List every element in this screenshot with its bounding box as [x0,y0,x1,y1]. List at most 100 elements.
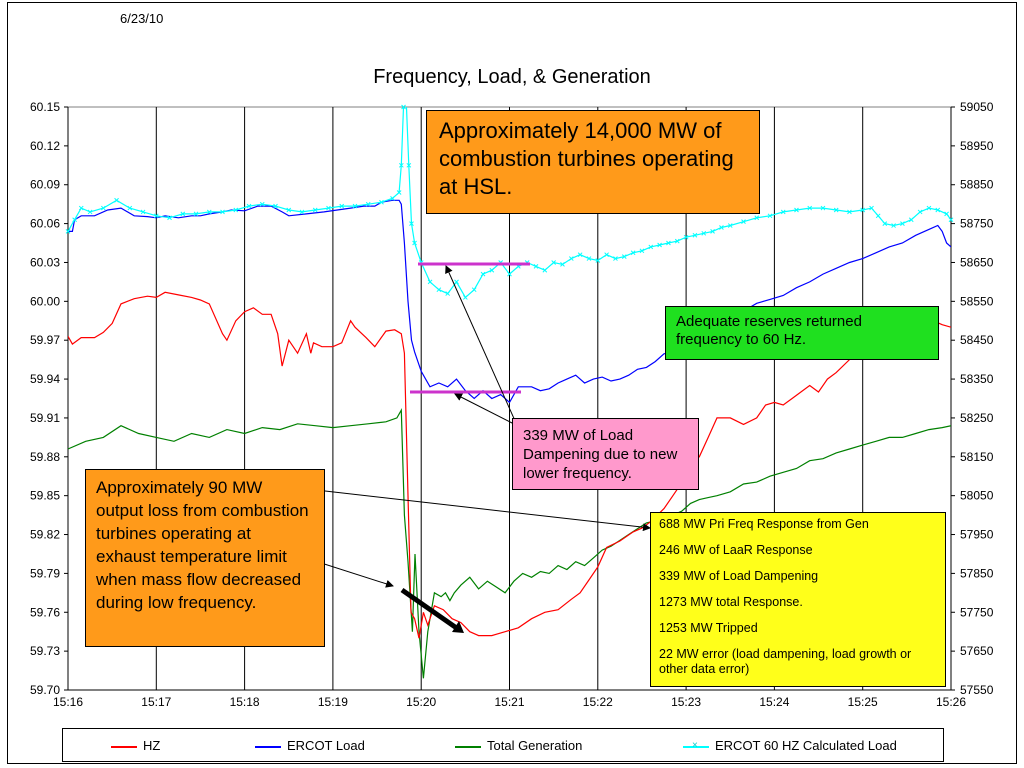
y-left-tick-label: 59.73 [30,644,60,658]
series-marker-calculated-load [339,203,345,209]
series-marker-calculated-load [833,207,839,213]
annotation-summary: 688 MW Pri Freq Response from Gen 246 MW… [650,512,946,687]
series-marker-calculated-load [273,203,278,209]
summary-line: 246 MW of LaaR Response [659,543,813,557]
summary-line: 1273 MW total Response. [659,595,803,609]
y-right-tick-label: 58950 [960,139,994,153]
arrow-dampening-lower [454,393,515,425]
series-marker-calculated-load [153,213,159,219]
summary-line: 22 MW error (load dampening, load growth… [659,647,912,676]
series-marker-calculated-load [220,209,225,215]
series-marker-calculated-load [891,223,896,228]
y-left-tick-label: 60.03 [30,255,60,269]
series-marker-calculated-load [379,199,384,205]
arrow-to-summary [289,486,651,532]
x-tick-label: 15:19 [318,695,348,709]
legend-swatch [255,745,281,748]
y-left-tick-label: 59.70 [30,683,60,697]
y-right-tick-label: 58450 [960,333,994,347]
series-marker-calculated-load [114,197,119,203]
series-marker-calculated-load [604,252,609,258]
series-marker-calculated-load [666,240,671,246]
series-marker-calculated-load [427,279,433,285]
legend-item-hz: HZ [111,738,160,753]
series-marker-calculated-load [719,225,724,230]
legend-swatch [455,745,481,748]
legend-item-calculated-load: × ERCOT 60 HZ Calculated Load [683,738,897,753]
y-right-tick-label: 58050 [960,489,994,503]
series-marker-calculated-load [847,209,852,215]
y-right-tick-label: 58750 [960,217,994,231]
legend-label: HZ [143,738,161,753]
y-left-tick-label: 59.79 [30,566,60,580]
y-right-tick-label: 57750 [960,605,994,619]
x-tick-label: 15:18 [230,695,260,709]
legend-label: ERCOT Load [287,738,365,753]
series-marker-calculated-load [246,203,252,209]
series-marker-calculated-load [180,211,186,217]
y-right-tick-label: 57850 [960,566,994,580]
series-marker-calculated-load [436,287,442,293]
series-line-hz [68,291,951,639]
series-marker-calculated-load [167,215,172,221]
series-marker-calculated-load [390,195,395,201]
series-marker-calculated-load [406,162,412,168]
series-marker-calculated-load [674,238,680,244]
y-right-tick-label: 58150 [960,450,994,464]
y-left-tick-label: 59.85 [30,489,60,503]
series-marker-calculated-load [648,244,654,250]
y-right-tick-label: 58250 [960,411,994,425]
series-marker-calculated-load [767,213,773,219]
series-marker-calculated-load [507,271,512,277]
summary-line: 339 MW of Load Dampening [659,569,819,583]
annotation-reserves: Adequate reserves returned frequency to … [665,306,939,360]
series-marker-calculated-load [193,211,199,217]
series-marker-calculated-load [741,219,746,225]
x-tick-label: 15:21 [494,695,524,709]
legend-swatch [111,745,137,748]
y-left-tick-label: 59.91 [30,411,60,425]
y-right-tick-label: 58850 [960,178,994,192]
series-marker-calculated-load [365,201,371,207]
arrow-dampening-upper [445,265,521,433]
series-marker-calculated-load [820,205,826,211]
series-marker-calculated-load [710,229,715,234]
series-marker-calculated-load [639,248,645,254]
series-marker-calculated-load [396,190,402,195]
series-marker-calculated-load [412,240,417,246]
y-right-tick-label: 57950 [960,528,994,542]
series-marker-calculated-load [127,205,133,211]
series-marker-calculated-load [233,207,239,213]
series-marker-calculated-load [326,205,331,211]
y-right-tick-label: 57650 [960,644,994,658]
x-tick-label: 15:25 [848,695,878,709]
y-left-tick-label: 59.76 [30,605,60,619]
y-left-tick-label: 60.06 [30,217,60,231]
y-right-tick-label: 59050 [960,100,994,114]
series-marker-calculated-load [100,205,106,211]
x-tick-label: 15:17 [141,695,171,709]
series-marker-calculated-load [454,279,459,285]
slide-date: 6/23/10 [120,11,164,26]
series-marker-calculated-load [312,207,318,213]
chart-title: Frequency, Load, & Generation [373,66,651,88]
y-right-tick-label: 57550 [960,683,994,697]
x-tick-label: 15:26 [936,695,966,709]
x-tick-label: 15:16 [53,695,83,709]
legend-label: ERCOT 60 HZ Calculated Load [715,738,897,753]
y-left-tick-label: 60.09 [30,178,60,192]
series-marker-calculated-load [206,209,212,215]
series-marker-calculated-load [683,234,689,240]
series-line-total-generation [68,408,951,679]
series-marker-calculated-load [657,242,662,248]
thick-arrow-shaft [400,587,460,632]
series-marker-calculated-load [462,295,468,300]
series-marker-calculated-load [480,271,486,277]
series-marker-calculated-load [87,209,93,215]
series-marker-calculated-load [860,207,866,213]
y-left-tick-label: 59.88 [30,450,60,464]
series-marker-calculated-load [140,209,146,215]
x-tick-label: 15:23 [671,695,701,709]
series-marker-calculated-load [917,209,923,215]
series-marker-calculated-load [780,209,786,215]
